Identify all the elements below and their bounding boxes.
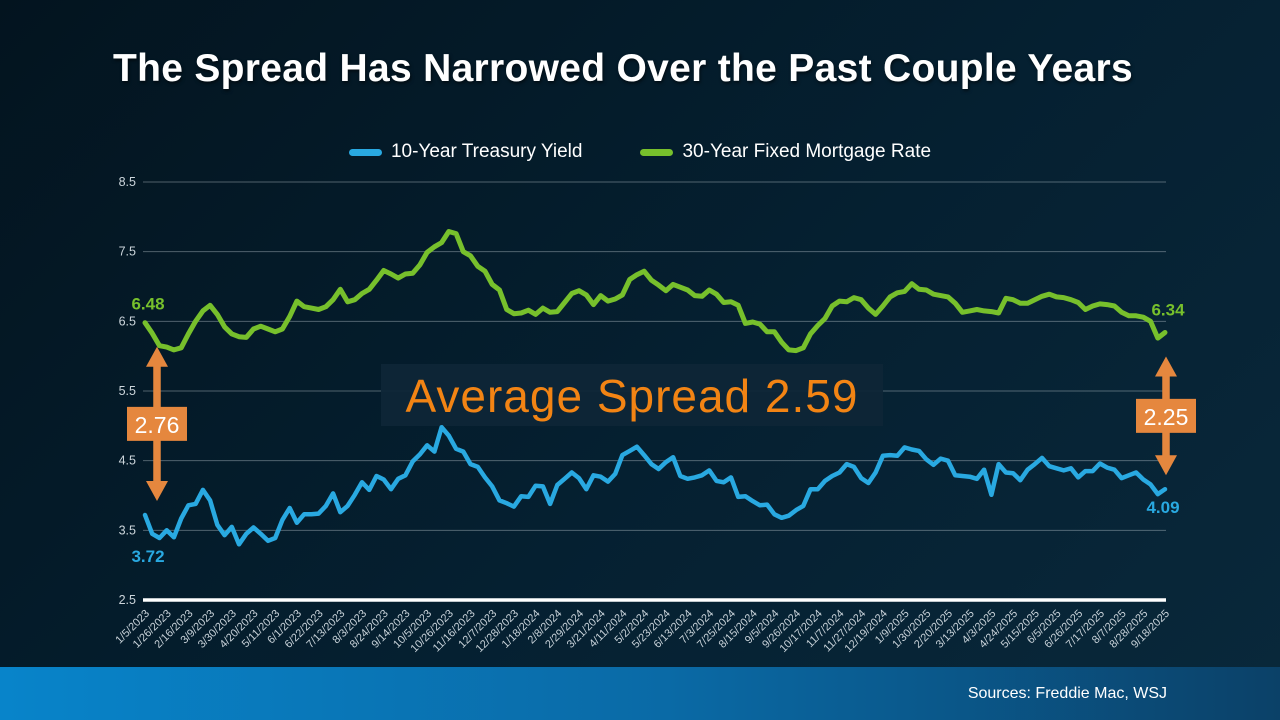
legend-item-treasury: 10-Year Treasury Yield (348, 141, 583, 163)
left-spread-arrow-up-arrowhead-icon (146, 346, 168, 367)
left-spread-arrow-down-arrowhead-icon (146, 481, 168, 502)
treasury-line-swatch-icon (348, 148, 382, 156)
mortgage-end-value: 6.34 (1151, 300, 1185, 319)
chart-legend: 10-Year Treasury Yield 30-Year Fixed Mor… (0, 140, 1280, 164)
y-axis-tick-label: 8.5 (119, 175, 136, 189)
mortgage-line (142, 229, 1168, 354)
left-spread-arrow-value-box (127, 406, 187, 441)
sources-text: Sources: Freddie Mac, WSJ (967, 685, 1167, 702)
mortgage-line-swatch-icon (640, 148, 674, 156)
y-axis-tick-label: 3.5 (119, 523, 136, 537)
right-spread-arrow-up-arrowhead-icon (1155, 356, 1177, 377)
treasury-end-value: 4.09 (1146, 498, 1179, 517)
treasury-start-value: 3.72 (131, 547, 164, 566)
y-axis-tick-label: 4.5 (119, 454, 136, 468)
right-spread-arrow-value-box (1136, 398, 1196, 433)
mortgage-start-value: 6.48 (131, 295, 164, 314)
average-spread-panel (381, 364, 883, 426)
y-axis-tick-label: 6.5 (119, 314, 136, 328)
legend-label-mortgage: 30-Year Fixed Mortgage Rate (682, 141, 932, 162)
average-spread-text: Average Spread 2.59 (406, 370, 859, 422)
right-spread-arrow-value: 2.25 (1144, 404, 1189, 430)
page-title: The Spread Has Narrowed Over the Past Co… (113, 47, 1133, 90)
left-spread-arrow-value: 2.76 (135, 412, 180, 438)
y-axis-tick-label: 7.5 (119, 245, 136, 259)
y-axis-tick-label: 5.5 (119, 384, 136, 398)
footer-bar: Sources: Freddie Mac, WSJ (0, 667, 1280, 720)
treasury-line (142, 424, 1168, 547)
y-axis-tick-label: 2.5 (119, 593, 136, 607)
legend-label-treasury: 10-Year Treasury Yield (390, 141, 583, 162)
legend-item-mortgage: 30-Year Fixed Mortgage Rate (640, 141, 931, 163)
right-spread-arrow-down-arrowhead-icon (1155, 455, 1177, 476)
